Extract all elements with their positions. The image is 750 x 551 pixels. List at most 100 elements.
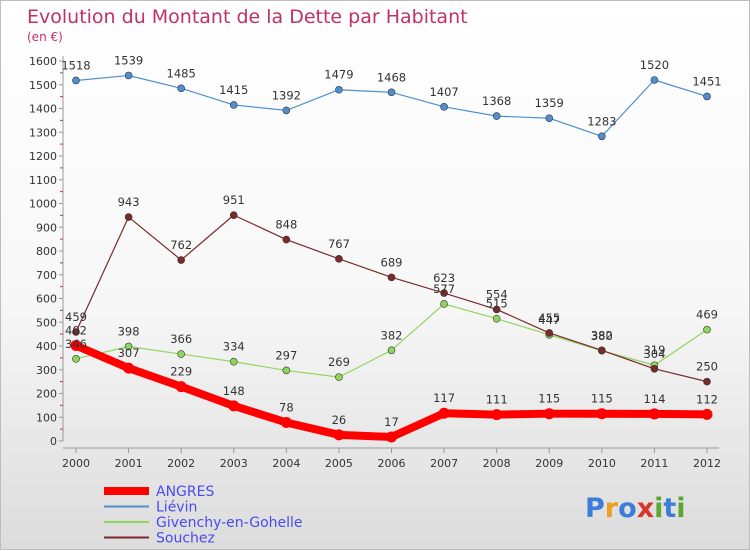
y-tick-label: 1000	[29, 198, 57, 211]
x-tick-label: 2001	[115, 457, 143, 470]
data-point-givenchy-en-gohelle	[124, 342, 133, 351]
data-point-li-vin	[703, 92, 711, 101]
data-point-souchez	[650, 364, 659, 373]
data-point-givenchy-en-gohelle	[229, 357, 238, 366]
data-label-li-vin: 1392	[272, 88, 301, 102]
data-label-souchez: 689	[381, 255, 403, 269]
legend-label-angres: ANGRES	[156, 484, 214, 500]
x-tick-label: 2003	[220, 457, 248, 470]
data-labels: 1518 1539 1485 1415 1392 1479 1468 1407 1368 1359…	[61, 53, 721, 428]
data-point-givenchy-en-gohelle	[440, 300, 448, 308]
data-label-souchez: 762	[170, 238, 192, 252]
data-label-givenchy-en-gohelle: 577	[433, 282, 455, 296]
data-point-angres	[648, 408, 660, 420]
y-tick-label: 1300	[29, 126, 57, 139]
y-tick-label: 1200	[29, 150, 57, 163]
axes: 0 100 200 300 400 500 600 700 800 900 1000 1100 1200…	[29, 55, 721, 470]
data-label-li-vin: 1479	[324, 68, 353, 82]
data-point-angres	[280, 416, 292, 428]
x-tick-label: 2008	[483, 457, 511, 470]
data-label-souchez: 304	[643, 347, 665, 361]
data-point-souchez	[282, 235, 291, 244]
data-label-angres: 148	[223, 384, 245, 398]
y-tick-label: 900	[36, 221, 57, 234]
data-point-angres	[70, 340, 82, 352]
data-point-angres	[123, 362, 135, 374]
data-label-souchez: 951	[223, 193, 245, 207]
data-point-li-vin	[492, 112, 501, 120]
data-label-li-vin: 1451	[692, 74, 721, 88]
y-tick-label: 1400	[29, 103, 57, 116]
data-label-li-vin: 1468	[377, 70, 406, 84]
data-label-givenchy-en-gohelle: 319	[643, 343, 665, 357]
x-tick-label: 2006	[378, 457, 406, 470]
x-tick-label: 2007	[430, 457, 458, 470]
x-tick-label: 2011	[640, 457, 668, 470]
y-tick-label: 300	[36, 364, 57, 377]
data-label-angres: 229	[170, 365, 192, 379]
data-label-souchez: 767	[328, 237, 350, 251]
chart-title: Evolution du Montant de la Dette par Hab…	[27, 6, 468, 28]
data-label-givenchy-en-gohelle: 447	[538, 313, 560, 327]
data-label-li-vin: 1283	[587, 114, 616, 128]
data-point-angres	[386, 431, 397, 443]
data-point-li-vin	[545, 114, 554, 123]
data-label-souchez: 554	[486, 287, 508, 301]
data-point-givenchy-en-gohelle	[177, 350, 185, 358]
y-tick-label: 400	[36, 340, 57, 353]
y-tick-label: 0	[50, 435, 57, 448]
data-label-souchez: 459	[65, 310, 87, 324]
y-tick-label: 100	[36, 411, 57, 424]
x-tick-label: 2000	[62, 457, 90, 470]
y-tick-label: 500	[36, 316, 57, 329]
data-point-angres	[543, 408, 555, 420]
data-label-angres: 112	[696, 392, 718, 406]
data-label-givenchy-en-gohelle: 382	[381, 328, 403, 342]
data-point-angres	[333, 429, 345, 441]
data-point-givenchy-en-gohelle	[282, 366, 291, 375]
data-point-givenchy-en-gohelle	[387, 346, 396, 355]
data-label-givenchy-en-gohelle: 269	[328, 355, 350, 369]
data-label-souchez: 943	[118, 195, 140, 209]
data-point-li-vin	[598, 132, 606, 141]
data-point-givenchy-en-gohelle	[492, 314, 501, 323]
data-label-givenchy-en-gohelle: 366	[170, 332, 192, 346]
data-label-angres: 307	[118, 346, 140, 360]
data-label-givenchy-en-gohelle: 469	[696, 308, 718, 322]
data-point-li-vin	[335, 85, 343, 94]
y-tick-label: 1500	[29, 79, 57, 92]
legend-label-givenchy-en-gohelle: Givenchy-en-Gohelle	[156, 515, 303, 531]
data-label-souchez: 382	[591, 328, 613, 342]
proxiti-logo: Proxiti	[585, 493, 686, 524]
data-label-angres: 17	[384, 415, 399, 429]
data-label-givenchy-en-gohelle: 380	[591, 329, 613, 343]
data-label-souchez: 848	[275, 218, 297, 232]
data-point-souchez	[229, 211, 238, 219]
y-tick-label: 800	[36, 245, 57, 258]
data-label-li-vin: 1539	[114, 53, 143, 67]
data-point-angres	[228, 400, 240, 412]
data-label-souchez: 250	[696, 360, 718, 374]
legend-label-li-vin: Liévin	[156, 500, 197, 516]
x-tick-label: 2005	[325, 457, 353, 470]
data-label-givenchy-en-gohelle: 398	[118, 324, 140, 338]
data-point-li-vin	[229, 101, 238, 109]
data-point-souchez	[387, 273, 396, 282]
data-point-souchez	[598, 346, 606, 355]
data-label-angres: 114	[643, 392, 665, 406]
data-point-li-vin	[282, 106, 291, 115]
data-label-givenchy-en-gohelle: 515	[486, 297, 508, 311]
data-point-givenchy-en-gohelle	[72, 355, 80, 363]
data-label-givenchy-en-gohelle: 297	[275, 348, 297, 362]
y-tick-label: 200	[36, 388, 57, 401]
data-point-souchez	[335, 255, 343, 263]
data-point-souchez	[72, 328, 80, 336]
data-point-angres	[175, 381, 187, 393]
data-label-angres: 115	[591, 392, 613, 406]
x-tick-label: 2009	[535, 457, 563, 470]
data-point-angres	[438, 407, 450, 419]
data-point-angres	[596, 408, 608, 420]
data-point-souchez	[177, 256, 185, 264]
data-point-li-vin	[650, 76, 659, 84]
